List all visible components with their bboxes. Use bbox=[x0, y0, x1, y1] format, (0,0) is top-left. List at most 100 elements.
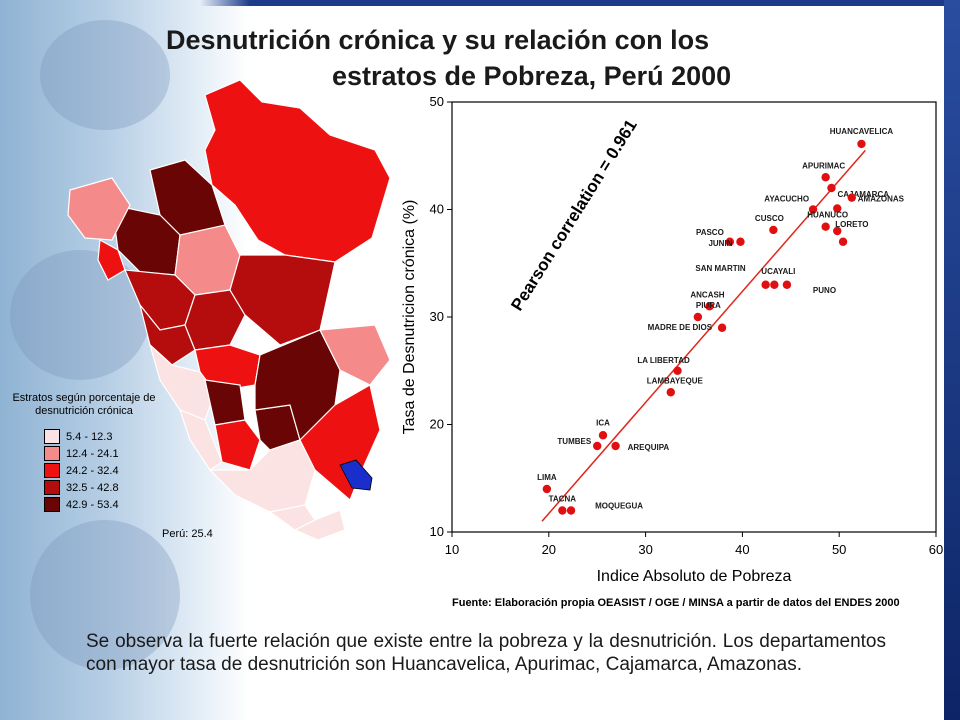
data-point bbox=[769, 225, 778, 235]
data-point bbox=[673, 366, 682, 375]
data-point bbox=[666, 388, 675, 397]
axis-ticks: 10 20 30 40 50 60 10 20 30 40 50 bbox=[430, 94, 944, 557]
legend-label: 5.4 - 12.3 bbox=[66, 430, 113, 443]
data-point bbox=[593, 441, 602, 451]
map-region-lambayeque bbox=[97, 239, 126, 281]
data-point bbox=[770, 280, 779, 289]
data-point bbox=[761, 280, 770, 289]
point-label: APURIMAC bbox=[802, 161, 845, 170]
x-axis-label: Indice Absoluto de Pobreza bbox=[597, 568, 792, 585]
map-region-lima bbox=[148, 343, 216, 421]
y-axis-label: Tasa de Desnutricion crónica (%) bbox=[401, 200, 418, 435]
y-tick-label: 10 bbox=[430, 524, 444, 539]
top-border bbox=[0, 0, 960, 6]
data-point bbox=[566, 506, 576, 515]
legend-item: 24.2 - 32.4 bbox=[44, 462, 119, 479]
point-label: LIMA bbox=[537, 473, 557, 482]
x-tick-label: 20 bbox=[542, 542, 556, 557]
map-region-ucayali bbox=[229, 254, 336, 346]
point-label: AREQUIPA bbox=[628, 443, 670, 452]
point-label: TACNA bbox=[549, 495, 577, 504]
source-note: Fuente: Elaboración propia OEASIST / OGE… bbox=[452, 597, 900, 609]
data-point bbox=[821, 173, 830, 182]
right-border bbox=[944, 0, 960, 720]
data-point bbox=[857, 139, 866, 149]
data-point bbox=[542, 484, 552, 494]
point-label: AYACUCHO bbox=[764, 195, 809, 204]
map-region-ica bbox=[179, 408, 223, 471]
point-label: PUNO bbox=[813, 286, 836, 295]
legend-title: Estratos según porcentaje de desnutrició… bbox=[12, 392, 156, 417]
legend-swatch bbox=[44, 463, 60, 478]
data-point bbox=[611, 441, 620, 451]
legend-item: 42.9 - 53.4 bbox=[44, 496, 119, 513]
point-label: AMAZONAS bbox=[858, 195, 905, 204]
legend-label: 12.4 - 24.1 bbox=[66, 447, 119, 460]
x-tick-label: 10 bbox=[445, 542, 459, 557]
map-region-loreto bbox=[204, 79, 391, 263]
x-tick-label: 30 bbox=[638, 542, 652, 557]
y-tick-label: 30 bbox=[430, 309, 444, 324]
data-point bbox=[558, 506, 567, 515]
legend-swatch bbox=[44, 497, 60, 512]
legend-label: 32.5 - 42.8 bbox=[66, 481, 119, 494]
y-tick-label: 40 bbox=[430, 202, 444, 217]
map-legend: 5.4 - 12.3 12.4 - 24.1 24.2 - 32.4 32.5 … bbox=[44, 428, 119, 513]
point-label: HUANUCO bbox=[807, 211, 848, 220]
point-label: ICA bbox=[596, 418, 610, 427]
slide-title: Desnutrición crónica y su relación con l… bbox=[160, 22, 820, 94]
lake-titicaca bbox=[339, 459, 373, 491]
legend-swatch bbox=[44, 480, 60, 495]
map-region-piura bbox=[67, 177, 131, 241]
point-label: MOQUEGUA bbox=[595, 502, 643, 511]
x-tick-label: 50 bbox=[832, 542, 846, 557]
data-point bbox=[736, 237, 745, 246]
legend-item: 5.4 - 12.3 bbox=[44, 428, 119, 445]
data-point bbox=[838, 237, 848, 246]
map-region-tacna bbox=[293, 509, 346, 541]
point-label: TUMBES bbox=[557, 437, 591, 446]
legend-item: 32.5 - 42.8 bbox=[44, 479, 119, 496]
data-point bbox=[808, 205, 818, 214]
data-point bbox=[725, 237, 735, 246]
point-label: LA LIBERTAD bbox=[637, 356, 690, 365]
y-tick-label: 50 bbox=[430, 94, 444, 109]
point-label: CUSCO bbox=[755, 214, 784, 223]
title-line-2: estratos de Pobreza, Perú 2000 bbox=[332, 61, 732, 91]
map-region-madre-de-dios bbox=[319, 324, 391, 386]
data-point bbox=[821, 222, 830, 231]
legend-label: 24.2 - 32.4 bbox=[66, 464, 119, 477]
x-tick-label: 60 bbox=[929, 542, 943, 557]
data-point bbox=[833, 226, 842, 236]
point-label: LAMBAYEQUE bbox=[647, 376, 704, 385]
legend-swatch bbox=[44, 429, 60, 444]
observation-text: Se observa la fuerte relación que existe… bbox=[86, 631, 886, 675]
point-label: PASCO bbox=[696, 228, 724, 237]
data-point bbox=[717, 323, 727, 332]
data-point bbox=[705, 302, 714, 311]
point-label: CAJAMARCA bbox=[837, 190, 889, 199]
point-label: ANCASH bbox=[690, 290, 724, 299]
legend-item: 12.4 - 24.1 bbox=[44, 445, 119, 462]
x-tick-label: 40 bbox=[735, 542, 749, 557]
y-tick-label: 20 bbox=[430, 417, 444, 432]
data-point bbox=[782, 280, 792, 289]
point-label: LORETO bbox=[835, 220, 868, 229]
title-line-1: Desnutrición crónica y su relación con l… bbox=[166, 25, 710, 55]
map-region-ayacucho bbox=[214, 419, 261, 471]
point-label: UCAYALI bbox=[761, 267, 795, 276]
point-label: PIURA bbox=[696, 301, 721, 310]
data-point bbox=[833, 204, 842, 213]
point-label: HUANCAVELICA bbox=[830, 127, 894, 136]
peru-total: Perú: 25.4 bbox=[162, 528, 213, 540]
point-label: JUNIN bbox=[708, 239, 732, 248]
legend-label: 42.9 - 53.4 bbox=[66, 498, 119, 511]
data-point bbox=[598, 431, 608, 440]
data-point bbox=[693, 312, 703, 322]
data-point bbox=[827, 183, 836, 193]
point-label: SAN MARTIN bbox=[695, 264, 745, 273]
data-point bbox=[847, 193, 856, 202]
